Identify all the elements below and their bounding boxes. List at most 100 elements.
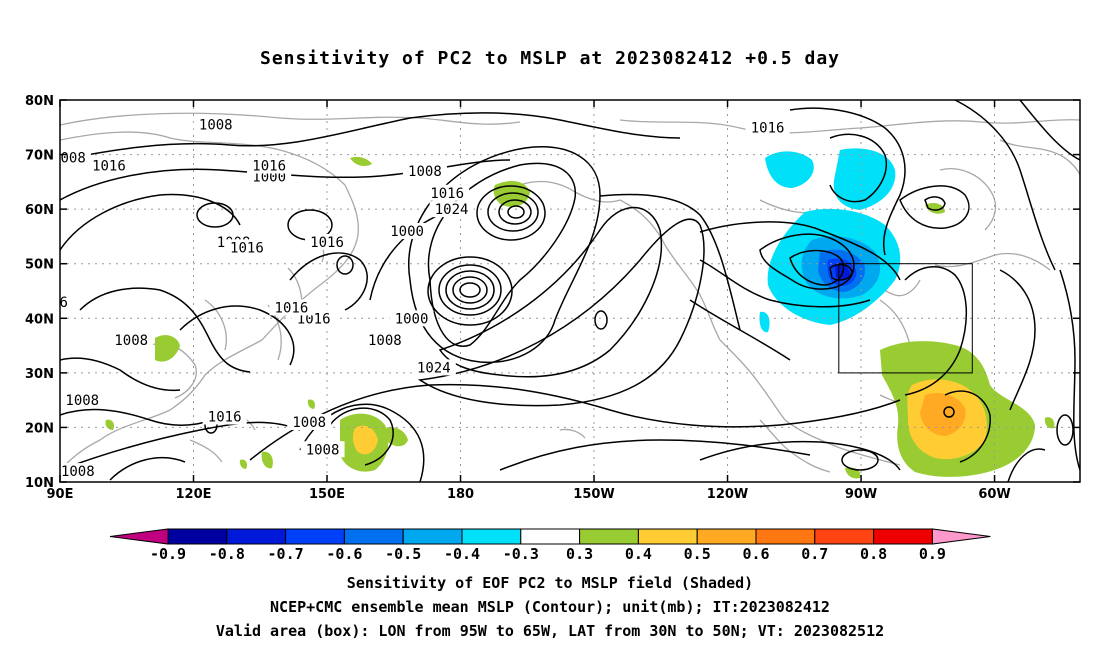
colorbar-swatch	[343, 528, 404, 545]
contour-label-bg	[411, 359, 456, 376]
colorbar-label: -0.6	[326, 545, 362, 563]
colorbar-swatch	[814, 528, 875, 545]
mslp-contours	[60, 100, 1080, 482]
contour-label-bg	[389, 310, 434, 327]
colorbar-label: 0.7	[801, 545, 828, 563]
colorbar-label: 0.3	[566, 545, 593, 563]
colorbar-low-extend	[109, 528, 169, 545]
colorbar-label: 0.6	[742, 545, 769, 563]
colorbar-swatch	[226, 528, 287, 545]
colorbar-swatch	[520, 528, 581, 545]
lon-tick-label: 150E	[309, 487, 345, 502]
colorbar-labels: -0.9 -0.8 -0.7 -0.6 -0.5 -0.4 -0.3 0.3 0.4 0.5 0.6…	[150, 545, 946, 563]
lat-tick-label: 70N	[25, 149, 54, 164]
contour-label-bg	[385, 222, 430, 239]
map-title: Sensitivity of PC2 to MSLP at 2023082412…	[259, 48, 840, 69]
contour-label-bg	[60, 149, 91, 166]
contour-label: 1016	[275, 300, 309, 316]
colorbar-swatch	[285, 528, 345, 545]
colorbar-swatch	[755, 528, 816, 545]
contour-label: 1008	[61, 464, 95, 480]
colorbar-label: -0.9	[150, 545, 186, 563]
contour-label: 1016	[430, 186, 464, 202]
contour-label-bg	[202, 408, 247, 425]
contour-label-bg	[429, 201, 474, 218]
contour-label-bg	[109, 332, 154, 349]
contour-label: 1024	[417, 360, 451, 376]
contour-label-bg	[224, 239, 269, 256]
contour-label: 1008	[65, 393, 99, 409]
contour-label-bg	[305, 233, 350, 250]
map-content: 1016100810161008100810161024100010001008…	[34, 100, 1080, 482]
contour-label-bg	[425, 184, 470, 201]
colorbar-swatch	[579, 528, 639, 545]
contour-label-bg	[269, 299, 314, 316]
contour-label: 1008	[114, 333, 148, 349]
contour-label-bg	[86, 157, 131, 174]
lon-tick-label: 90E	[47, 487, 74, 502]
lon-tick-label: 120W	[707, 487, 748, 502]
contour-label-bg	[402, 162, 447, 179]
map-frame	[59, 99, 1081, 483]
contour-label: 1008	[199, 118, 233, 134]
contour-label: 1016	[751, 120, 785, 136]
contour-labels: 1016100810161008100810161024100010001008…	[34, 116, 790, 480]
contour-label: 1016	[208, 410, 242, 426]
colorbar-label: -0.4	[444, 545, 480, 563]
contour-label-bg	[745, 119, 790, 136]
contour-label: 1008	[292, 415, 326, 431]
lat-tick-label: 10N	[25, 476, 54, 491]
colorbar-label: -0.5	[385, 545, 421, 563]
lat-tick-label: 40N	[25, 312, 54, 327]
colorbar-label: -0.3	[503, 545, 539, 563]
colorbar-label: 0.4	[625, 545, 652, 563]
contour-label: 1016	[252, 158, 286, 174]
colorbar	[109, 528, 991, 545]
contour-label: 1016	[310, 235, 344, 251]
contour-label-bg	[287, 413, 332, 430]
lon-tick-label: 150W	[573, 487, 614, 502]
lon-tick-label: 90W	[845, 487, 877, 502]
colorbar-swatch	[402, 528, 463, 545]
caption-line-2: NCEP+CMC ensemble mean MSLP (Contour); u…	[270, 598, 830, 616]
caption-line-1: Sensitivity of EOF PC2 to MSLP field (Sh…	[346, 574, 754, 592]
contour-label-bg	[60, 392, 105, 409]
contour-label-bg	[193, 116, 238, 133]
contour-label-bg	[362, 332, 407, 349]
lat-tick-label: 30N	[25, 367, 54, 382]
contour-label-bg	[247, 157, 292, 174]
contour-label-bg	[60, 293, 74, 310]
lon-tick-label: 60W	[978, 487, 1010, 502]
colorbar-swatch	[873, 528, 933, 545]
contour-label: 1024	[435, 202, 469, 218]
contour-label: 1008	[408, 164, 442, 180]
contour-label: 1016	[92, 158, 126, 174]
colorbar-swatch	[637, 528, 698, 545]
axis-ticks	[59, 99, 1080, 483]
colorbar-label: 0.9	[919, 545, 946, 563]
colorbar-label: 0.5	[684, 545, 711, 563]
contour-label-bg	[60, 463, 100, 480]
lat-tick-label: 50N	[25, 258, 54, 273]
contour-label: 1008	[306, 442, 340, 458]
colorbar-swatch	[461, 528, 522, 545]
colorbar-high-extend	[931, 528, 991, 545]
contour-label: 1000	[390, 224, 424, 240]
contour-label: 1016	[230, 240, 264, 256]
caption-line-3: Valid area (box): LON from 95W to 65W, L…	[215, 622, 885, 640]
colorbar-label: -0.7	[268, 545, 304, 563]
contour-label: 1008	[368, 333, 402, 349]
lon-tick-label: 120E	[175, 487, 211, 502]
positive-sensitivity-shading	[105, 156, 1055, 479]
colorbar-swatch	[696, 528, 757, 545]
colorbar-label: -0.8	[209, 545, 245, 563]
colorbar-label: 0.8	[860, 545, 887, 563]
lon-tick-label: 180	[447, 487, 474, 502]
valid-area-box	[838, 263, 973, 374]
contour-label: 1008	[52, 150, 86, 166]
contour-label: 1016	[34, 295, 68, 311]
lat-tick-label: 80N	[25, 94, 54, 109]
contour-label: 1000	[395, 311, 429, 327]
